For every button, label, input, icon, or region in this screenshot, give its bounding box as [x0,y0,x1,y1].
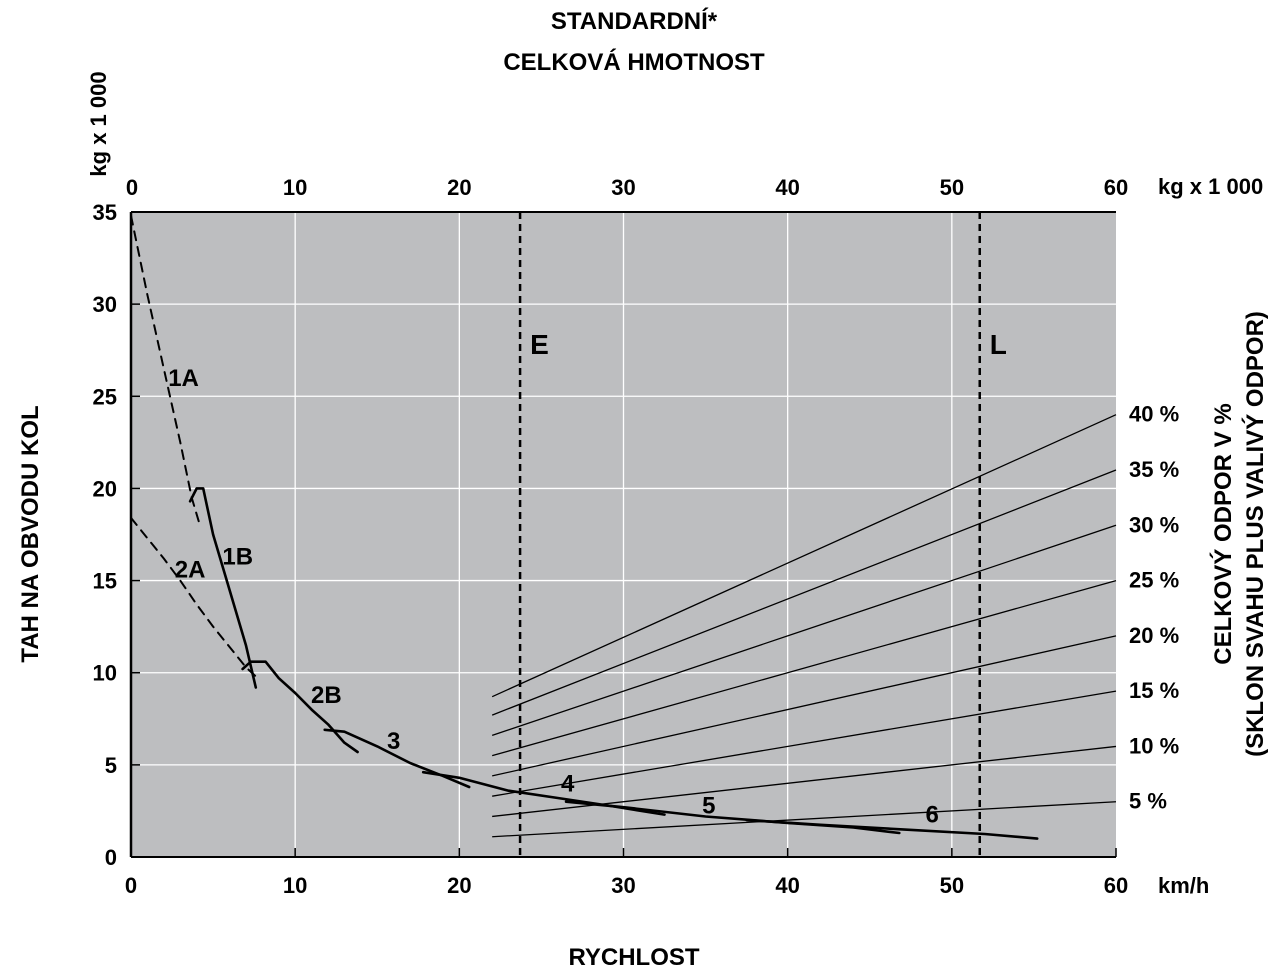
resistance-label: 35 % [1129,457,1179,482]
vertical-marker-label: E [530,329,549,360]
y-tick-label: 15 [93,569,117,594]
series-label-3: 3 [387,728,400,755]
y-tick-label: 5 [105,753,117,778]
series-label-2a: 2A [175,557,206,584]
resistance-line [491,414,1117,698]
y-tick-label: 25 [93,384,117,409]
x-tick-label: 10 [283,873,307,898]
right-axis-title-line-2: (SKLON SVAHU PLUS VALIVÝ ODPOR) [1241,311,1268,757]
y-tick-label: 0 [105,845,117,870]
series-label-1a: 1A [168,365,199,392]
series-label-4: 4 [561,770,575,797]
top-tick-label: 10 [283,175,307,200]
series-curve-2a [130,516,257,678]
series-curve-2b [241,660,359,754]
resistance-label: 10 % [1129,733,1179,758]
resistance-label: 30 % [1129,512,1179,537]
series-label-1b: 1B [222,544,253,571]
top-axis-unit-right: kg x 1 000 [1158,174,1263,199]
top-axis-unit-left: kg x 1 000 [86,71,111,176]
y-tick-label: 10 [93,661,117,686]
series-curve-6 [745,818,1039,840]
top-tick-label: 50 [940,175,964,200]
x-axis-title: RYCHLOST [568,944,699,968]
series-curve-1b [188,487,258,689]
top-tick-label: 30 [611,175,635,200]
x-tick-label: 60 [1104,873,1128,898]
top-tick-label: 0 [126,175,138,200]
resistance-label: 20 % [1129,623,1179,648]
resistance-label: 15 % [1129,678,1179,703]
y-tick-label: 20 [93,476,117,501]
series-label-6: 6 [925,802,938,829]
resistance-label: 5 % [1129,789,1167,814]
x-tick-label: 20 [447,873,471,898]
resistance-line [492,801,1117,838]
resistance-line [491,469,1117,716]
series-curve-1a [130,214,201,527]
series-curve-3 [323,728,471,789]
resistance-line [491,524,1117,736]
top-title-line-2: CELKOVÁ HMOTNOST [503,48,765,76]
y-tick-label: 30 [93,292,117,317]
resistance-label: 40 % [1129,402,1179,427]
vertical-marker-label: L [990,329,1007,360]
top-tick-label: 60 [1104,175,1128,200]
top-title-line-1: STANDARDNÍ* [551,7,718,35]
y-tick-label: 35 [93,200,117,225]
x-tick-label: 30 [611,873,635,898]
x-tick-label: 50 [940,873,964,898]
series-label-5: 5 [702,792,715,819]
series-label-2b: 2B [311,682,342,709]
x-tick-label: 40 [775,873,799,898]
x-axis-unit: km/h [1158,873,1209,898]
resistance-line [491,579,1117,757]
resistance-line [492,635,1117,777]
x-tick-label: 0 [125,873,137,898]
resistance-label: 25 % [1129,568,1179,593]
resistance-line [492,690,1117,797]
top-tick-label: 40 [775,175,799,200]
right-axis-title-line-1: CELKOVÝ ODPOR V % [1209,403,1237,664]
y-axis-title: TAH NA OBVODU KOL [17,405,44,662]
top-tick-label: 20 [447,175,471,200]
